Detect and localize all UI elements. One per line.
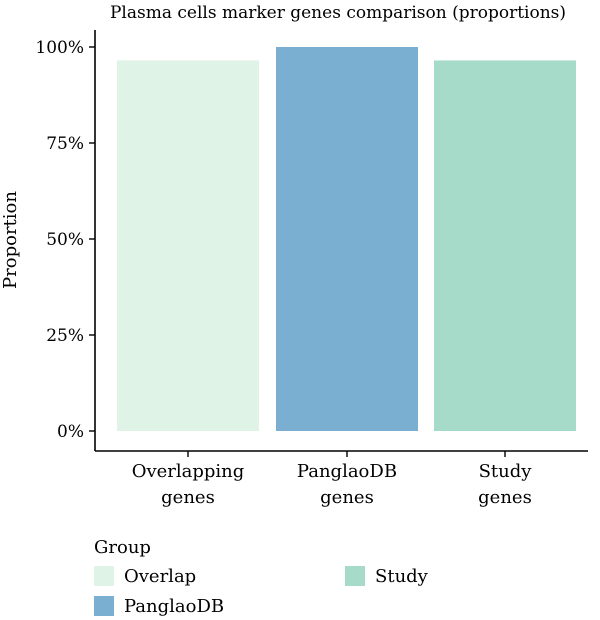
x-category-label: genes [161,487,215,508]
bar [276,47,418,431]
x-axis-categories: Overlapping genes PanglaoDB genes Study genes [132,451,533,508]
y-axis-ticks: 0% 25% 50% 75% 100% [35,38,95,442]
x-category-label: Overlapping [132,461,245,482]
bar [434,60,576,431]
legend-label: PanglaoDB [124,596,224,617]
y-tick-label: 50% [46,230,84,250]
y-tick-label: 75% [46,134,84,154]
chart-title: Plasma cells marker genes comparison (pr… [110,3,566,23]
bars [117,47,576,431]
y-tick-label: 100% [35,38,84,58]
legend-label: Study [375,566,429,587]
y-axis-label: Proportion [0,191,21,289]
x-category-label: Study [479,461,533,482]
x-category-label: genes [320,487,374,508]
legend-swatch [94,596,114,616]
y-tick-label: 0% [57,422,84,442]
bar [117,60,259,431]
legend-swatch [94,566,114,586]
x-category-label: PanglaoDB [297,461,397,482]
legend-swatch [345,566,365,586]
x-category-label: genes [478,487,532,508]
y-tick-label: 25% [46,326,84,346]
legend-label: Overlap [124,566,196,587]
legend: Overlap PanglaoDB Study [94,566,429,617]
legend-title: Group [94,537,151,558]
